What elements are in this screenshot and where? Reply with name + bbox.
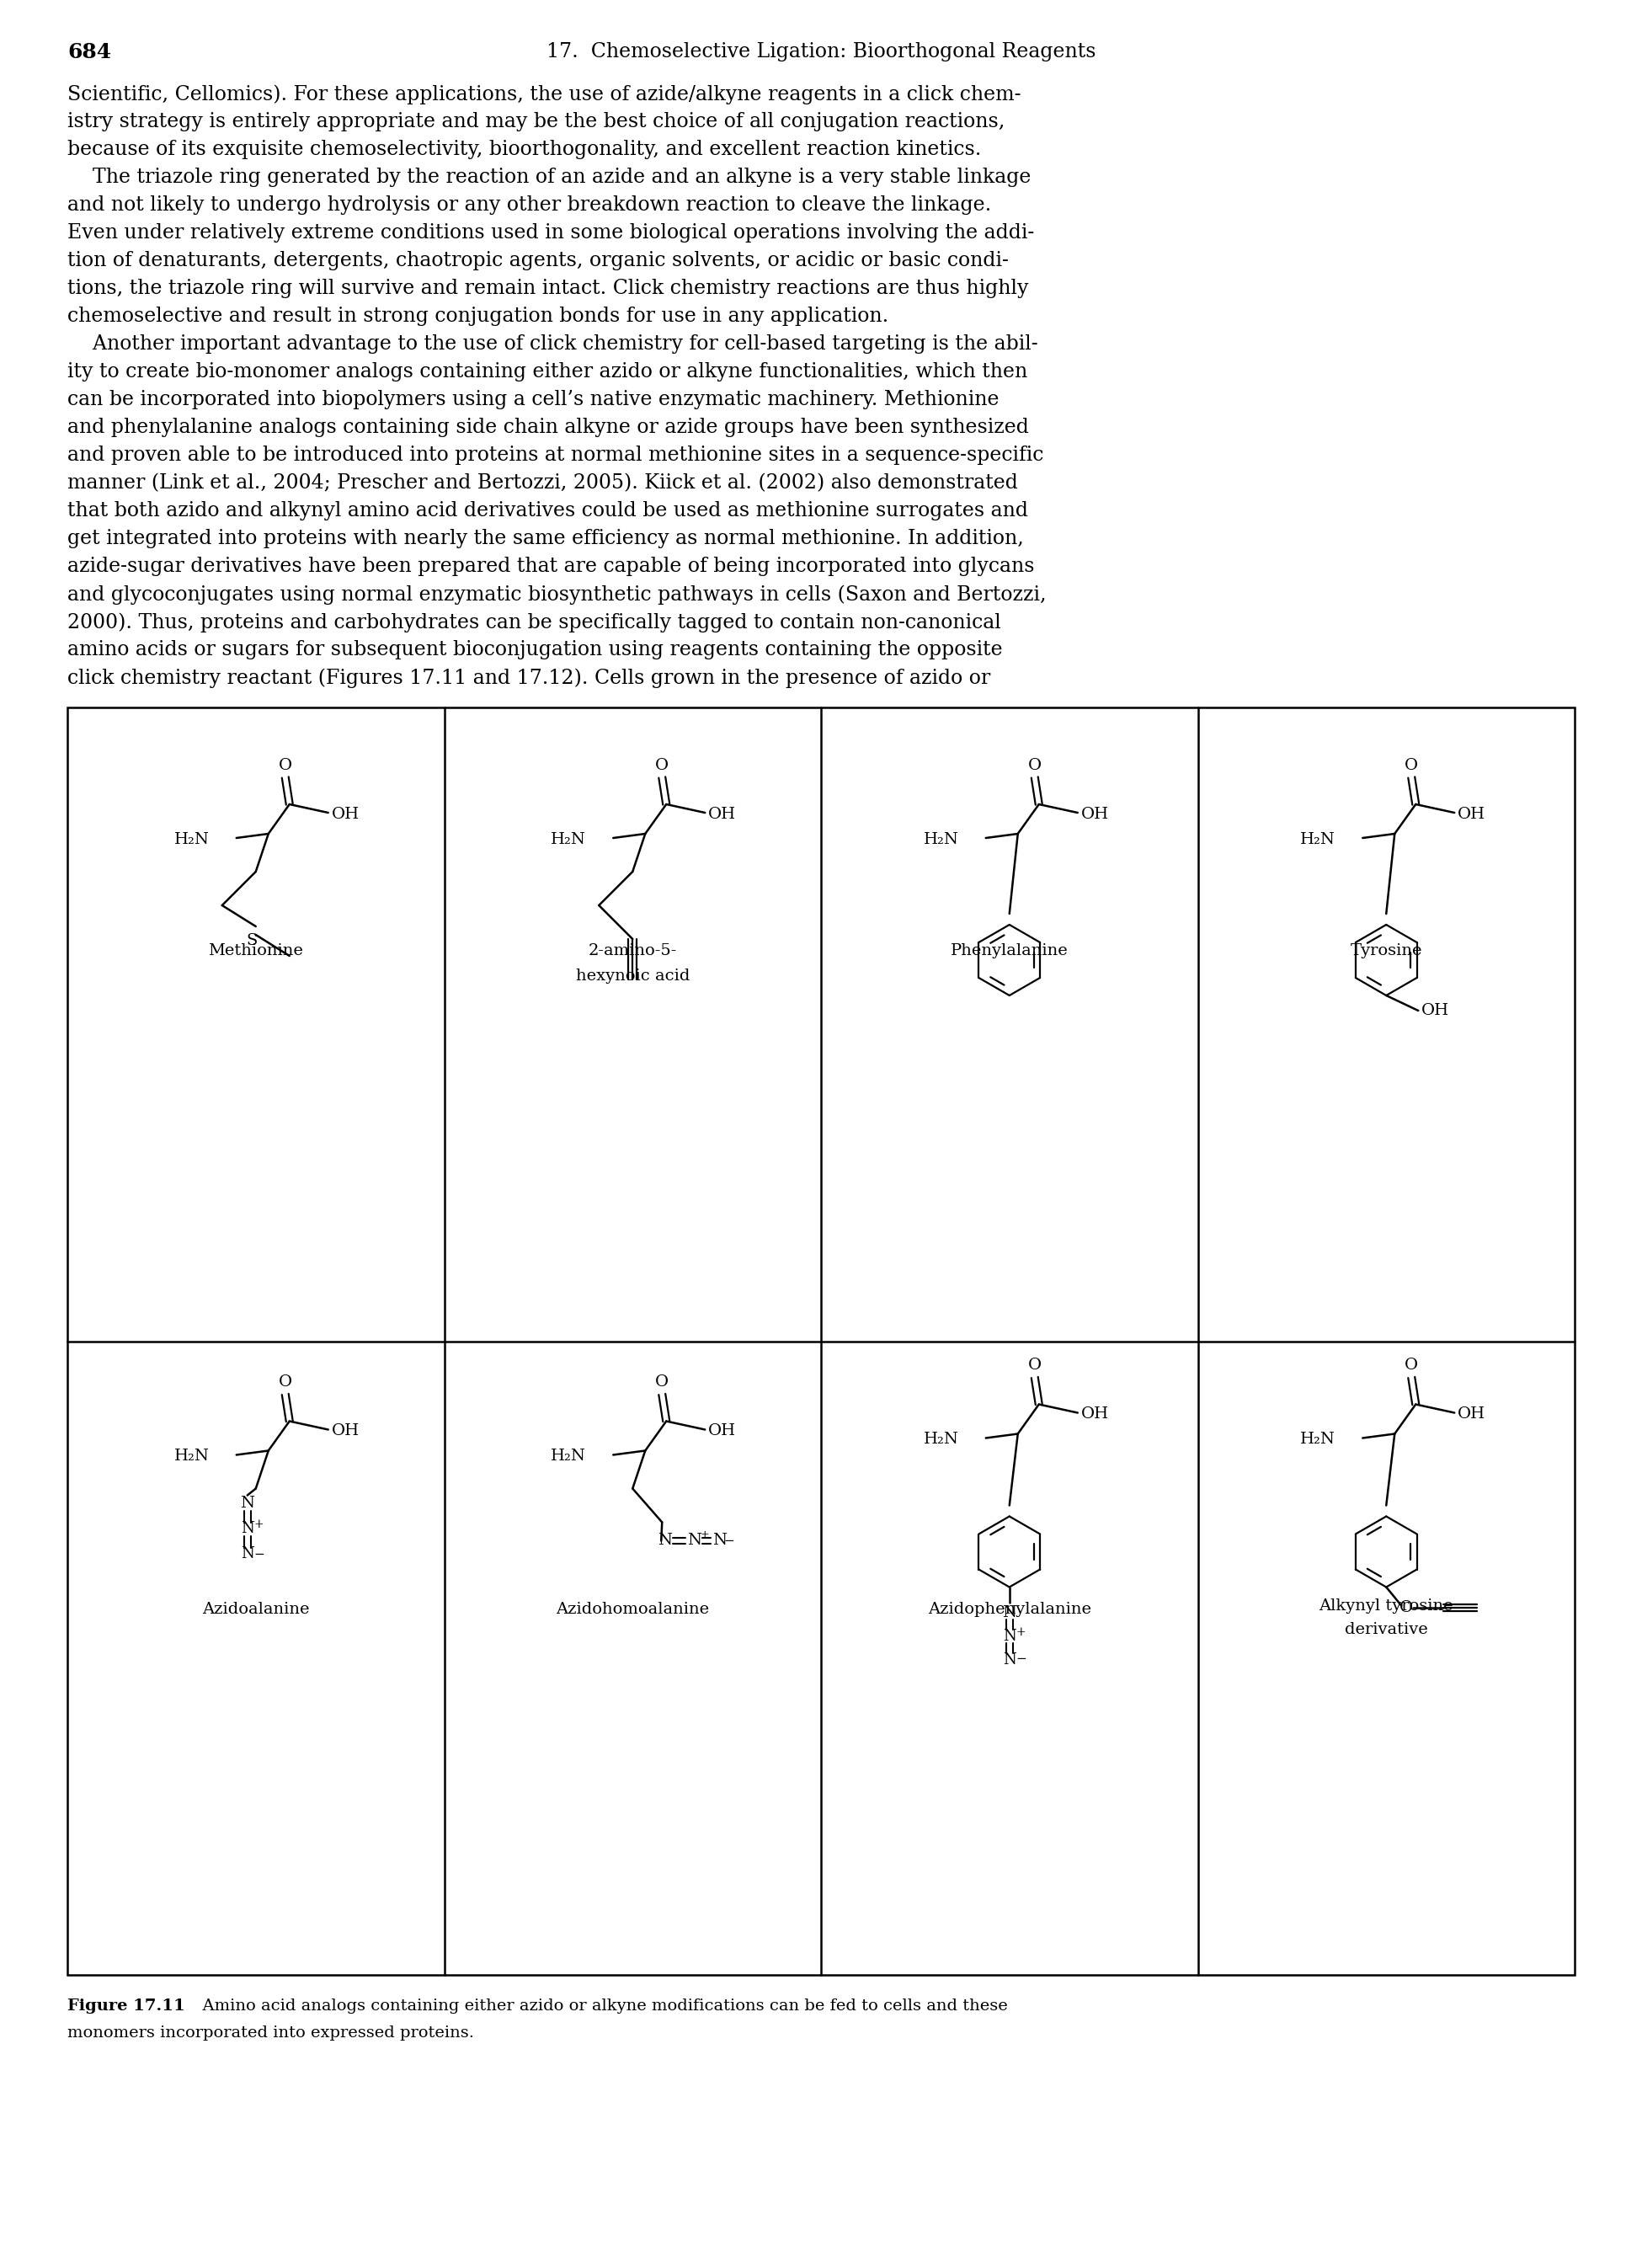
Text: O: O xyxy=(1404,758,1419,773)
Text: O: O xyxy=(279,758,292,773)
Text: OH: OH xyxy=(332,1424,360,1438)
Text: N: N xyxy=(1003,1628,1016,1644)
Text: hexynoic acid: hexynoic acid xyxy=(576,968,690,984)
Text: OH: OH xyxy=(708,1424,736,1438)
Text: Azidohomoalanine: Azidohomoalanine xyxy=(557,1601,709,1617)
Text: −: − xyxy=(724,1535,736,1547)
Text: H₂N: H₂N xyxy=(174,1449,210,1465)
Text: N: N xyxy=(241,1547,255,1563)
Text: N: N xyxy=(657,1533,672,1549)
Text: O: O xyxy=(1399,1599,1414,1615)
Text: Scientific, Cellomics). For these applications, the use of azide/alkyne reagents: Scientific, Cellomics). For these applic… xyxy=(67,84,1021,104)
Text: The triazole ring generated by the reaction of an azide and an alkyne is a very : The triazole ring generated by the react… xyxy=(67,168,1031,186)
Text: Methionine: Methionine xyxy=(209,943,304,959)
Text: because of its exquisite chemoselectivity, bioorthogonality, and excellent react: because of its exquisite chemoselectivit… xyxy=(67,141,982,159)
Text: O: O xyxy=(1028,758,1041,773)
Text: H₂N: H₂N xyxy=(1300,832,1335,848)
Text: amino acids or sugars for subsequent bioconjugation using reagents containing th: amino acids or sugars for subsequent bio… xyxy=(67,640,1003,660)
Text: manner (Link et al., 2004; Prescher and Bertozzi, 2005). Kiick et al. (2002) als: manner (Link et al., 2004; Prescher and … xyxy=(67,474,1018,492)
Text: +: + xyxy=(701,1529,709,1540)
Text: O: O xyxy=(655,758,668,773)
Text: H₂N: H₂N xyxy=(1300,1431,1335,1447)
Text: O: O xyxy=(1404,1359,1419,1372)
Text: tions, the triazole ring will survive and remain intact. Click chemistry reactio: tions, the triazole ring will survive an… xyxy=(67,279,1028,297)
Text: H₂N: H₂N xyxy=(174,832,210,848)
Text: OH: OH xyxy=(1458,807,1486,821)
Text: 684: 684 xyxy=(67,43,112,61)
Text: H₂N: H₂N xyxy=(552,832,586,848)
Text: Amino acid analogs containing either azido or alkyne modifications can be fed to: Amino acid analogs containing either azi… xyxy=(192,1998,1008,2014)
Text: Tyrosine: Tyrosine xyxy=(1350,943,1422,959)
Text: and phenylalanine analogs containing side chain alkyne or azide groups have been: and phenylalanine analogs containing sid… xyxy=(67,417,1030,438)
Text: H₂N: H₂N xyxy=(923,832,959,848)
Text: and glycoconjugates using normal enzymatic biosynthetic pathways in cells (Saxon: and glycoconjugates using normal enzymat… xyxy=(67,585,1046,603)
Text: O: O xyxy=(279,1374,292,1390)
Text: N: N xyxy=(240,1497,255,1510)
Text: +: + xyxy=(1016,1626,1026,1637)
Text: Azidophenylalanine: Azidophenylalanine xyxy=(928,1601,1090,1617)
Text: 2-amino-5-: 2-amino-5- xyxy=(588,943,677,959)
Text: istry strategy is entirely appropriate and may be the best choice of all conjuga: istry strategy is entirely appropriate a… xyxy=(67,111,1005,132)
Text: 2000). Thus, proteins and carbohydrates can be specifically tagged to contain no: 2000). Thus, proteins and carbohydrates … xyxy=(67,612,1002,633)
Text: and not likely to undergo hydrolysis or any other breakdown reaction to cleave t: and not likely to undergo hydrolysis or … xyxy=(67,195,992,215)
Text: −: − xyxy=(255,1549,264,1560)
Text: N: N xyxy=(241,1522,255,1535)
Text: Phenylalanine: Phenylalanine xyxy=(951,943,1069,959)
Text: Another important advantage to the use of click chemistry for cell-based targeti: Another important advantage to the use o… xyxy=(67,333,1038,354)
Text: N: N xyxy=(713,1533,726,1549)
Text: 17.  Chemoselective Ligation: Bioorthogonal Reagents: 17. Chemoselective Ligation: Bioorthogon… xyxy=(547,43,1095,61)
Text: chemoselective and result in strong conjugation bonds for use in any application: chemoselective and result in strong conj… xyxy=(67,306,888,327)
Text: N: N xyxy=(686,1533,701,1549)
Text: that both azido and alkynyl amino acid derivatives could be used as methionine s: that both azido and alkynyl amino acid d… xyxy=(67,501,1028,519)
Text: azide-sugar derivatives have been prepared that are capable of being incorporate: azide-sugar derivatives have been prepar… xyxy=(67,556,1034,576)
Text: click chemistry reactant (Figures 17.11 and 17.12). Cells grown in the presence : click chemistry reactant (Figures 17.11 … xyxy=(67,667,990,687)
Text: H₂N: H₂N xyxy=(552,1449,586,1465)
Text: OH: OH xyxy=(332,807,360,821)
Text: Azidoalanine: Azidoalanine xyxy=(202,1601,309,1617)
Text: tion of denaturants, detergents, chaotropic agents, organic solvents, or acidic : tion of denaturants, detergents, chaotro… xyxy=(67,252,1008,270)
Text: derivative: derivative xyxy=(1345,1622,1429,1637)
Text: N: N xyxy=(1003,1651,1016,1667)
Text: O: O xyxy=(1028,1359,1041,1372)
Text: OH: OH xyxy=(708,807,736,821)
Text: −: − xyxy=(1016,1653,1026,1665)
Text: ity to create bio-monomer analogs containing either azido or alkyne functionalit: ity to create bio-monomer analogs contai… xyxy=(67,363,1028,381)
Text: monomers incorporated into expressed proteins.: monomers incorporated into expressed pro… xyxy=(67,2025,475,2041)
Bar xyxy=(67,708,1575,1975)
Text: Even under relatively extreme conditions used in some biological operations invo: Even under relatively extreme conditions… xyxy=(67,222,1034,243)
Text: OH: OH xyxy=(1080,807,1108,821)
Text: can be incorporated into biopolymers using a cell’s native enzymatic machinery. : can be incorporated into biopolymers usi… xyxy=(67,390,998,408)
Text: O: O xyxy=(655,1374,668,1390)
Text: OH: OH xyxy=(1080,1406,1108,1422)
Text: +: + xyxy=(255,1520,264,1531)
Text: Figure 17.11: Figure 17.11 xyxy=(67,1998,186,2014)
Text: and proven able to be introduced into proteins at normal methionine sites in a s: and proven able to be introduced into pr… xyxy=(67,445,1044,465)
Text: S: S xyxy=(246,932,258,948)
Text: N: N xyxy=(1002,1606,1016,1619)
Text: Alkynyl tyrosine: Alkynyl tyrosine xyxy=(1319,1599,1453,1613)
Text: get integrated into proteins with nearly the same efficiency as normal methionin: get integrated into proteins with nearly… xyxy=(67,528,1025,549)
Text: OH: OH xyxy=(1422,1002,1450,1018)
Text: OH: OH xyxy=(1458,1406,1486,1422)
Text: H₂N: H₂N xyxy=(923,1431,959,1447)
